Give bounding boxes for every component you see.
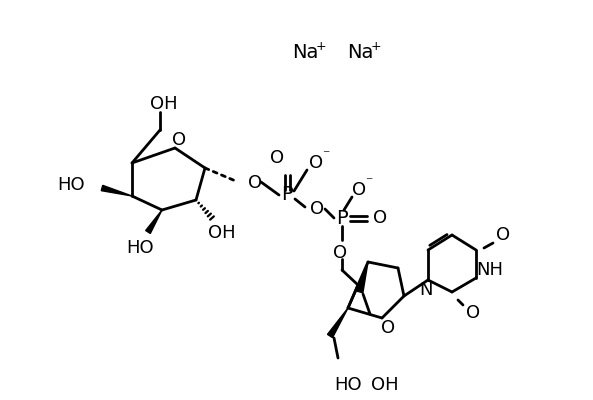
Text: NH: NH (477, 261, 503, 279)
Text: O: O (172, 131, 186, 149)
Text: O: O (270, 149, 284, 167)
Text: O: O (310, 200, 324, 218)
Text: O: O (333, 244, 347, 262)
Text: O: O (381, 319, 395, 337)
Polygon shape (357, 262, 368, 293)
Text: O: O (352, 181, 366, 199)
Text: Na: Na (347, 42, 373, 62)
Text: O: O (466, 304, 480, 322)
Text: +: + (371, 40, 381, 52)
Text: O: O (309, 154, 323, 172)
Polygon shape (101, 185, 132, 196)
Text: Na: Na (292, 42, 318, 62)
Text: P: P (336, 208, 348, 228)
Text: OH: OH (371, 376, 399, 394)
Polygon shape (327, 308, 348, 338)
Text: N: N (419, 281, 433, 299)
Text: +: + (315, 40, 326, 52)
Text: P: P (281, 186, 293, 204)
Text: HO: HO (334, 376, 362, 394)
Text: O: O (373, 209, 387, 227)
Text: ⁻: ⁻ (323, 148, 330, 162)
Text: HO: HO (58, 176, 85, 194)
Text: O: O (496, 226, 510, 244)
Polygon shape (146, 210, 162, 234)
Text: ⁻: ⁻ (365, 175, 372, 189)
Text: OH: OH (150, 95, 178, 113)
Text: OH: OH (208, 224, 236, 242)
Text: HO: HO (126, 239, 154, 257)
Text: O: O (248, 174, 262, 192)
